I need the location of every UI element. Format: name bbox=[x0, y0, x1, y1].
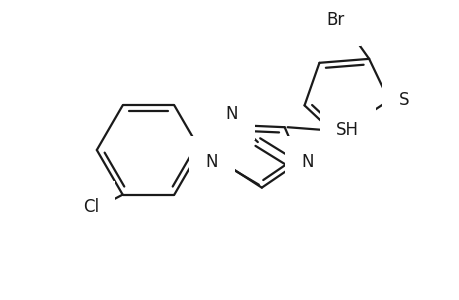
Text: SH: SH bbox=[336, 121, 358, 139]
Text: N: N bbox=[225, 105, 237, 123]
Text: S: S bbox=[398, 92, 409, 110]
Text: Cl: Cl bbox=[83, 197, 99, 215]
Text: N: N bbox=[301, 153, 313, 171]
Text: N: N bbox=[205, 153, 218, 171]
Text: Br: Br bbox=[325, 11, 343, 29]
